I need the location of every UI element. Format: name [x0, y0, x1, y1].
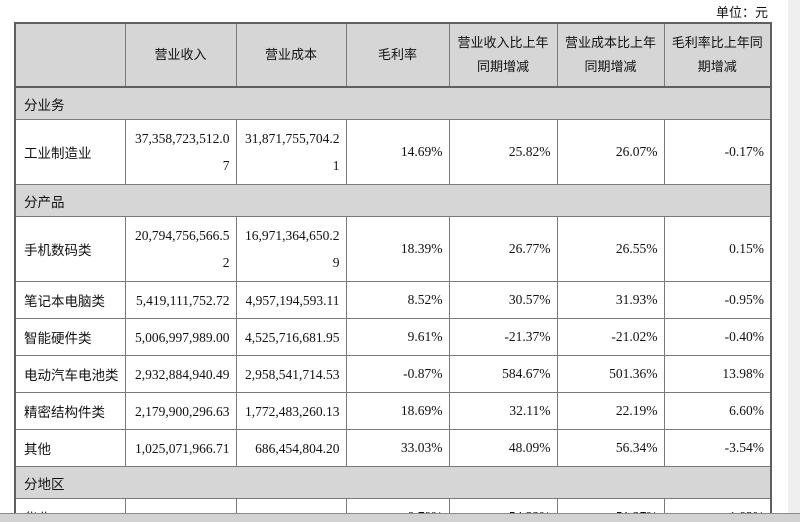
cell-cost-yoy: 22.19% — [556, 392, 665, 430]
cell-margin-yoy: 6.60% — [663, 392, 772, 430]
cell-revenue-yoy: -21.37% — [448, 318, 558, 356]
section-label: 分业务 — [14, 86, 772, 120]
row-label: 其他 — [14, 429, 126, 467]
row-label: 笔记本电脑类 — [14, 281, 126, 319]
table-row: 电动汽车电池类 2,932,884,940.49 2,958,541,714.53-… — [14, 355, 772, 393]
cell-revenue: 5,419,111,752.72 — [124, 281, 237, 319]
header-cell-revenue: 营业收入 — [124, 22, 237, 88]
cell-margin-yoy: 13.98% — [663, 355, 772, 393]
cell-margin: 33.03% — [345, 429, 450, 467]
cell-cost-yoy: 26.07% — [556, 119, 665, 185]
cell-margin: 14.69% — [345, 119, 450, 185]
header-cell-margin-yoy: 毛利率比上年同期增减 — [663, 22, 772, 88]
section-row: 分业务 — [14, 86, 772, 120]
cell-revenue: 5,006,997,989.00 — [124, 318, 237, 356]
cell-revenue-yoy: 584.67% — [448, 355, 558, 393]
cell-margin: -0.87% — [345, 355, 450, 393]
cell-margin: 18.39% — [345, 216, 450, 282]
cell-cost-yoy: 501.36% — [556, 355, 665, 393]
cell-cost-yoy: 26.55% — [556, 216, 665, 282]
table-row: 精密结构件类 2,179,900,296.63 1,772,483,260.13 18… — [14, 392, 772, 430]
table-body: 分业务 工业制造业 37,358,723,512.07 31,871,755,704.… — [14, 86, 772, 522]
cell-margin-yoy: -0.40% — [663, 318, 772, 356]
cell-revenue: 20,794,756,566.52 — [124, 216, 237, 282]
financial-table: 营业收入 营业成本 毛利率 营业收入比上年同期增减 营业成本比上年同期增减 毛利… — [14, 22, 772, 522]
row-label: 智能硬件类 — [14, 318, 126, 356]
cell-revenue: 37,358,723,512.07 — [124, 119, 237, 185]
row-label: 精密结构件类 — [14, 392, 126, 430]
cell-cost: 686,454,804.20 — [235, 429, 347, 467]
cell-margin: 18.69% — [345, 392, 450, 430]
cell-margin: 8.52% — [345, 281, 450, 319]
table-row: 工业制造业 37,358,723,512.07 31,871,755,704.21 1… — [14, 119, 772, 185]
cell-cost: 31,871,755,704.21 — [235, 119, 347, 185]
cell-cost-yoy: 56.34% — [556, 429, 665, 467]
header-cell-cost-yoy: 营业成本比上年同期增减 — [556, 22, 665, 88]
cell-margin-yoy: -3.54% — [663, 429, 772, 467]
section-row: 分产品 — [14, 184, 772, 217]
header-row: 营业收入 营业成本 毛利率 营业收入比上年同期增减 营业成本比上年同期增减 毛利… — [14, 22, 772, 88]
cell-revenue-yoy: 48.09% — [448, 429, 558, 467]
cell-cost: 2,958,541,714.53 — [235, 355, 347, 393]
cell-revenue: 2,179,900,296.63 — [124, 392, 237, 430]
section-label: 分产品 — [14, 184, 772, 217]
cell-revenue-yoy: 30.57% — [448, 281, 558, 319]
cutoff-next-row — [0, 513, 800, 522]
cell-margin-yoy: 0.15% — [663, 216, 772, 282]
header-cell-empty — [14, 22, 126, 88]
row-label: 电动汽车电池类 — [14, 355, 126, 393]
cell-margin-yoy: -0.95% — [663, 281, 772, 319]
table-row: 手机数码类 20,794,756,566.52 16,971,364,650.29 1… — [14, 216, 772, 282]
cell-revenue: 1,025,071,966.71 — [124, 429, 237, 467]
header-cell-cost: 营业成本 — [235, 22, 347, 88]
header-cell-revenue-yoy: 营业收入比上年同期增减 — [448, 22, 558, 88]
cell-cost-yoy: 31.93% — [556, 281, 665, 319]
table-header: 营业收入 营业成本 毛利率 营业收入比上年同期增减 营业成本比上年同期增减 毛利… — [14, 22, 772, 88]
cell-revenue-yoy: 26.77% — [448, 216, 558, 282]
cell-cost: 1,772,483,260.13 — [235, 392, 347, 430]
row-label: 手机数码类 — [14, 216, 126, 282]
cell-margin-yoy: -0.17% — [663, 119, 772, 185]
table-row: 智能硬件类 5,006,997,989.00 4,525,716,681.95 9.6… — [14, 318, 772, 356]
cell-revenue-yoy: 25.82% — [448, 119, 558, 185]
cell-cost: 4,525,716,681.95 — [235, 318, 347, 356]
header-cell-margin: 毛利率 — [345, 22, 450, 88]
cell-cost: 16,971,364,650.29 — [235, 216, 347, 282]
unit-label: 单位：元 — [715, 5, 768, 20]
table-row: 笔记本电脑类 5,419,111,752.72 4,957,194,593.11 8.… — [14, 281, 772, 319]
cell-revenue: 2,932,884,940.49 — [124, 355, 237, 393]
cell-margin: 9.61% — [345, 318, 450, 356]
cell-cost-yoy: -21.02% — [556, 318, 665, 356]
table-row: 其他 1,025,071,966.71 686,454,804.20 33.03% 48… — [14, 429, 772, 467]
section-label: 分地区 — [14, 466, 772, 499]
row-label: 工业制造业 — [14, 119, 126, 185]
page-right-edge — [788, 0, 800, 522]
cell-revenue-yoy: 32.11% — [448, 392, 558, 430]
section-row: 分地区 — [14, 466, 772, 499]
cell-cost: 4,957,194,593.11 — [235, 281, 347, 319]
